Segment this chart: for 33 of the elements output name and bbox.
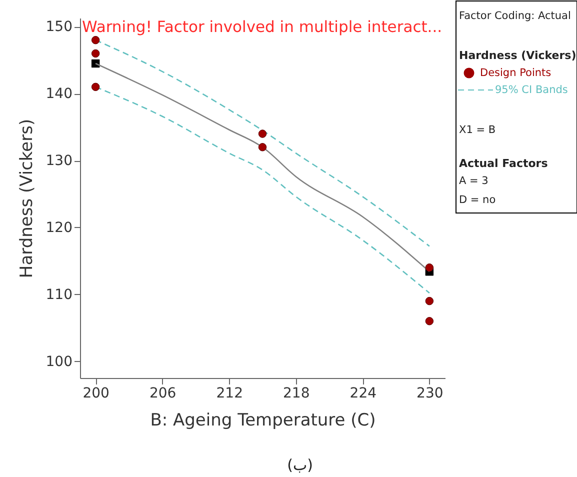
text: Actual Factors: [459, 157, 548, 170]
y-tick-label: 150: [46, 19, 72, 36]
text: (ب): [287, 456, 313, 474]
x-tick-label: 224: [350, 386, 377, 402]
point: [91, 36, 100, 44]
y-axis-title: Hardness (Vickers): [16, 118, 37, 278]
annotation: Warning! Factor involved in multiple interact...: [82, 18, 442, 36]
point: [91, 82, 100, 92]
point: [425, 296, 434, 306]
point: [425, 317, 434, 326]
y-tick-label: 120: [46, 220, 72, 236]
text: Factor Coding: Actual: [459, 10, 571, 22]
x-tick-label: 230: [416, 386, 444, 402]
x-tick-label: 218: [283, 386, 310, 402]
text: X1 = B: [459, 124, 496, 136]
y-tick-label: 110: [46, 286, 72, 303]
point: [258, 130, 267, 138]
legend-label: Design Points: [480, 67, 552, 79]
text: D = no: [459, 194, 496, 206]
point: [258, 143, 267, 152]
y-tick-label: 100: [46, 354, 72, 370]
y-tick-label: 140: [46, 86, 72, 102]
x-tick-label: 206: [149, 386, 176, 402]
x-axis-title: B: Ageing Temperature (C): [150, 410, 376, 430]
x-tick-label: 212: [216, 386, 243, 402]
point: [91, 59, 100, 68]
x-tick-label: 200: [82, 386, 110, 402]
point: [91, 49, 100, 58]
y-tick-label: 130: [46, 153, 72, 170]
legend-label: 95% CI Bands: [495, 84, 568, 96]
legend-title: Hardness (Vickers): [459, 49, 576, 62]
text: A = 3: [459, 175, 488, 187]
point: [425, 263, 434, 272]
